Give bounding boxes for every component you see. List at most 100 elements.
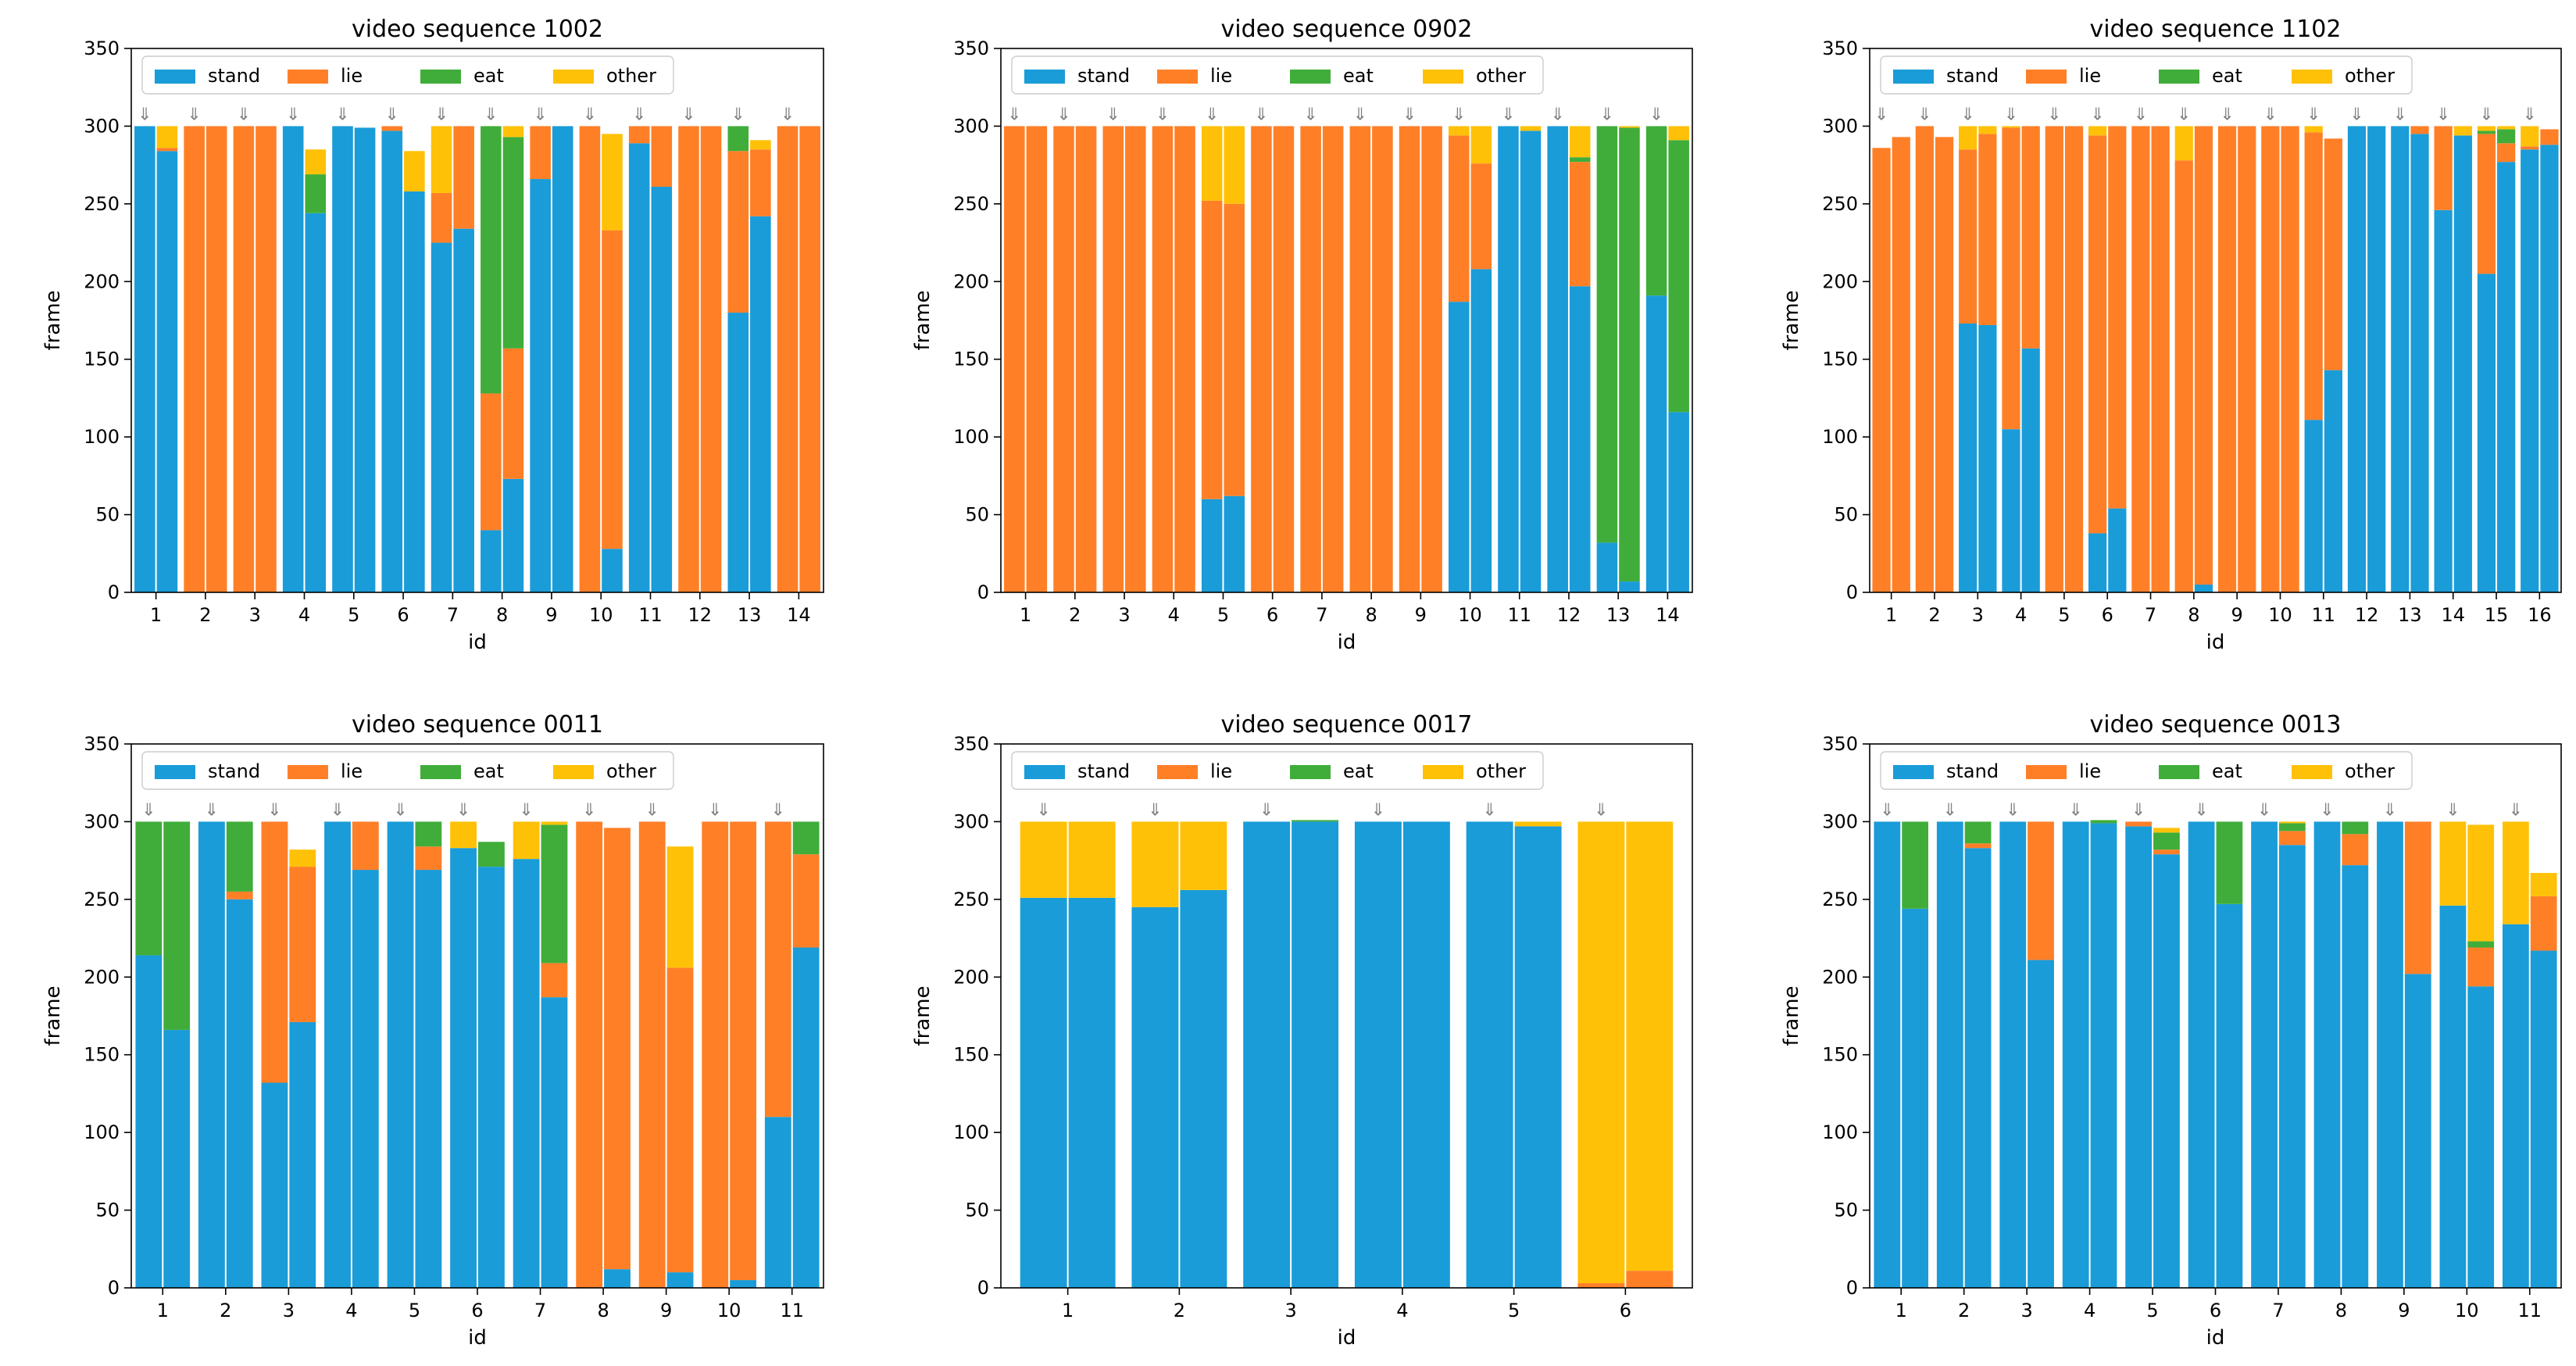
marker-icon: ⇓ bbox=[1880, 800, 1894, 820]
bar-11-b-stand bbox=[651, 186, 673, 593]
bar-13-a-eat bbox=[727, 126, 749, 152]
bar-9-a-lie bbox=[530, 126, 551, 180]
bar-11-b-stand bbox=[2530, 950, 2557, 1288]
bar-9-a-lie bbox=[1399, 126, 1420, 592]
bar-10-b-stand bbox=[730, 1280, 757, 1288]
bar-9-a-stand bbox=[530, 179, 551, 593]
bar-5-a-stand bbox=[387, 821, 414, 1288]
legend-swatch-stand bbox=[1024, 70, 1065, 84]
x-tick-label: 7 bbox=[534, 1300, 546, 1321]
marker-icon: ⇓ bbox=[2509, 800, 2523, 820]
marker-icon: ⇓ bbox=[138, 105, 152, 124]
legend-swatch-stand bbox=[1893, 765, 1934, 779]
bar-7-a-other bbox=[431, 126, 452, 193]
bar-3-b-other bbox=[289, 849, 316, 867]
legend-label-stand: stand bbox=[1077, 65, 1130, 87]
x-tick-label: 2 bbox=[1069, 604, 1081, 626]
y-tick-label: 250 bbox=[84, 889, 120, 910]
bar-10-a-lie bbox=[2261, 126, 2280, 592]
marker-icon: ⇓ bbox=[1259, 800, 1274, 820]
bar-4-b-eat bbox=[2090, 820, 2117, 824]
bar-1-b-lie bbox=[156, 148, 178, 152]
marker-icon: ⇓ bbox=[731, 105, 745, 124]
marker-icon: ⇓ bbox=[2220, 105, 2234, 124]
marker-icon: ⇓ bbox=[1943, 800, 1957, 820]
bar-15-b-eat bbox=[2497, 129, 2516, 144]
bar-7-b-stand bbox=[541, 997, 568, 1288]
bar-7-b-lie bbox=[2151, 126, 2170, 592]
x-tick-label: 9 bbox=[2231, 604, 2243, 626]
marker-icon: ⇓ bbox=[1007, 105, 1021, 124]
bar-9-b-stand bbox=[552, 126, 573, 592]
bar-11-b-lie bbox=[792, 854, 820, 948]
x-tick-label: 3 bbox=[1972, 604, 1984, 626]
x-tick-label: 12 bbox=[688, 604, 713, 626]
bars: ⇓ ⇓ ⇓ ⇓ ⇓ ⇓ ⇓ ⇓ ⇓ ⇓ ⇓ ⇓ ⇓ ⇓ bbox=[1004, 105, 1689, 592]
x-tick-label: 6 bbox=[1267, 604, 1278, 626]
bar-6-b-stand bbox=[2216, 903, 2243, 1288]
y-tick-label: 100 bbox=[84, 1121, 120, 1143]
marker-icon: ⇓ bbox=[1960, 105, 1974, 124]
bar-7-b-lie bbox=[453, 126, 474, 229]
bar-1-b-eat bbox=[1902, 821, 1929, 909]
bar-14-b-stand bbox=[2453, 135, 2472, 593]
bar-5-b-lie bbox=[415, 846, 442, 871]
bar-10-a-lie bbox=[1448, 135, 1470, 302]
legend-label-stand: stand bbox=[1946, 65, 1999, 87]
y-tick-label: 300 bbox=[1822, 810, 1858, 832]
marker-icon: ⇓ bbox=[187, 105, 201, 124]
x-tick-label: 7 bbox=[1316, 604, 1327, 626]
bar-11-b-lie bbox=[2530, 896, 2557, 951]
bar-15-a-eat bbox=[2477, 131, 2496, 134]
y-tick-label: 150 bbox=[953, 1044, 989, 1066]
x-tick-label: 2 bbox=[1928, 604, 1940, 626]
x-tick-label: 3 bbox=[283, 1300, 295, 1321]
marker-icon: ⇓ bbox=[2134, 105, 2148, 124]
bar-2-b-eat bbox=[1964, 821, 1992, 844]
y-tick-label: 50 bbox=[95, 1200, 120, 1221]
marker-icon: ⇓ bbox=[1303, 105, 1317, 124]
legend-label-other: other bbox=[1476, 760, 1526, 782]
bar-4-b-lie bbox=[1174, 126, 1195, 592]
x-axis-label: id bbox=[1338, 631, 1356, 654]
bars: ⇓ ⇓ ⇓ ⇓ ⇓ ⇓ ⇓ ⇓ ⇓ ⇓ ⇓ bbox=[135, 800, 820, 1288]
bar-11-a-stand bbox=[764, 1117, 791, 1288]
bar-11-b-lie bbox=[2324, 138, 2343, 370]
x-tick-label: 11 bbox=[638, 604, 663, 626]
x-tick-label: 11 bbox=[2517, 1300, 2542, 1321]
bar-2-a-stand bbox=[198, 821, 225, 1288]
bar-15-a-other bbox=[2477, 126, 2496, 131]
x-tick-label: 6 bbox=[1620, 1300, 1631, 1321]
bar-8-b-lie bbox=[604, 828, 631, 1270]
bar-3-a-stand bbox=[1243, 821, 1291, 1288]
marker-icon: ⇓ bbox=[385, 105, 399, 124]
x-tick-label: 1 bbox=[1885, 604, 1897, 626]
bar-11-a-lie bbox=[2304, 132, 2323, 420]
marker-icon: ⇓ bbox=[1353, 105, 1367, 124]
marker-icon: ⇓ bbox=[681, 105, 695, 124]
bar-4-b-eat bbox=[305, 174, 327, 213]
y-tick-label: 150 bbox=[1822, 1044, 1858, 1066]
marker-icon: ⇓ bbox=[2090, 105, 2104, 124]
x-tick-label: 14 bbox=[2441, 604, 2465, 626]
legend-frame bbox=[1880, 751, 2413, 790]
marker-icon: ⇓ bbox=[1917, 105, 1931, 124]
bars: ⇓ ⇓ ⇓ ⇓ ⇓ ⇓ ⇓ ⇓ ⇓ ⇓ ⇓ bbox=[1874, 800, 2557, 1288]
bar-2-a-lie bbox=[184, 126, 205, 592]
legend-frame bbox=[141, 751, 674, 790]
bar-13-b-stand bbox=[2410, 134, 2429, 592]
x-axis-label: id bbox=[2206, 1326, 2225, 1350]
bar-2-b-stand bbox=[1180, 889, 1227, 1288]
bar-5-a-stand bbox=[2125, 826, 2153, 1288]
marker-icon: ⇓ bbox=[781, 105, 795, 124]
x-tick-label: 6 bbox=[471, 1300, 483, 1321]
bar-9-b-other bbox=[666, 846, 694, 968]
y-tick-label: 300 bbox=[84, 115, 120, 137]
legend-label-lie: lie bbox=[1210, 760, 1232, 782]
legend-label-lie: lie bbox=[2079, 760, 2101, 782]
bar-5-a-stand bbox=[332, 126, 353, 592]
marker-icon: ⇓ bbox=[2194, 800, 2208, 820]
bar-9-b-lie bbox=[2404, 821, 2431, 974]
bar-3-a-stand bbox=[1959, 323, 1978, 592]
